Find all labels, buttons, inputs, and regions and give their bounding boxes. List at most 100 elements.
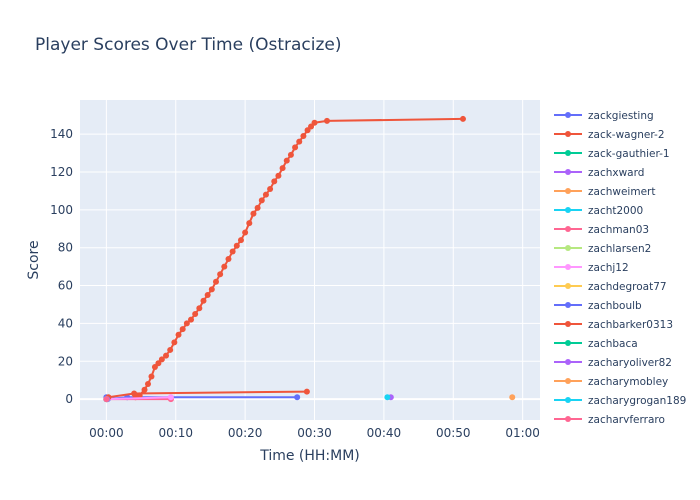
data-point xyxy=(242,229,249,236)
legend-item[interactable]: zack-wagner-2 xyxy=(554,129,665,141)
y-tick-label: 100 xyxy=(50,203,73,217)
legend-item[interactable]: zacharygrogan189 xyxy=(554,395,686,407)
legend-label: zachweimert xyxy=(588,186,655,198)
legend-marker-swatch xyxy=(565,188,571,194)
data-point xyxy=(304,127,311,134)
legend-marker-swatch xyxy=(565,378,571,384)
data-point xyxy=(167,394,174,401)
x-tick-label: 00:50 xyxy=(436,426,471,440)
x-tick-label: 00:00 xyxy=(89,426,124,440)
data-point xyxy=(279,165,286,172)
legend-item[interactable]: zacht2000 xyxy=(554,205,643,217)
legend-item[interactable]: zachboulb xyxy=(554,300,642,312)
legend-marker-swatch xyxy=(565,321,571,327)
y-tick-label: 0 xyxy=(65,392,73,406)
data-point xyxy=(144,381,151,388)
legend-label: zachboulb xyxy=(588,300,642,312)
legend-marker-swatch xyxy=(565,397,571,403)
legend-marker-swatch xyxy=(565,150,571,156)
data-point xyxy=(141,386,148,393)
legend-label: zachman03 xyxy=(588,224,649,236)
data-point xyxy=(103,396,110,403)
legend-item[interactable]: zack-gauthier-1 xyxy=(554,148,670,160)
series-zacht2000 xyxy=(384,394,391,401)
data-point xyxy=(221,263,228,270)
legend-marker-swatch xyxy=(565,226,571,232)
legend-label: zack-wagner-2 xyxy=(588,129,665,141)
data-point xyxy=(287,151,294,158)
data-point xyxy=(192,310,199,317)
legend-marker-swatch xyxy=(565,207,571,213)
series-zachweimert xyxy=(509,394,516,401)
data-point xyxy=(294,394,301,401)
data-point xyxy=(167,346,174,353)
data-point xyxy=(254,204,261,211)
legend-item[interactable]: zacharymobley xyxy=(554,376,668,388)
data-point xyxy=(204,292,211,299)
data-point xyxy=(262,191,269,198)
data-point xyxy=(131,390,138,397)
data-point xyxy=(208,286,215,293)
data-point xyxy=(229,248,236,255)
legend-label: zachdegroat77 xyxy=(588,281,667,293)
legend-marker-swatch xyxy=(565,302,571,308)
data-point xyxy=(303,388,310,395)
legend-item[interactable]: zachman03 xyxy=(554,224,649,236)
data-point xyxy=(212,278,219,285)
legend-label: zacharymobley xyxy=(588,376,668,388)
legend-item[interactable]: zacharyferraro xyxy=(554,414,665,426)
legend-item[interactable]: zachdegroat77 xyxy=(554,281,667,293)
legend-label: zackgiesting xyxy=(588,110,654,122)
legend-item[interactable]: zacharyoliver82 xyxy=(554,357,672,369)
data-point xyxy=(283,157,290,164)
x-tick-label: 00:40 xyxy=(367,426,402,440)
legend[interactable]: zackgiesting zack-wagner-2 zack-gauthier-1… xyxy=(554,110,686,426)
y-tick-label: 20 xyxy=(58,354,73,368)
data-point xyxy=(459,115,466,122)
legend-label: zachxward xyxy=(588,167,644,179)
legend-item[interactable]: zachlarsen2 xyxy=(554,243,651,255)
legend-item[interactable]: zachj12 xyxy=(554,262,629,274)
series-zacharyferraro xyxy=(103,396,110,403)
data-point xyxy=(155,360,162,367)
data-point xyxy=(225,256,232,263)
series-zack-wagner-2 xyxy=(132,115,466,401)
legend-marker-swatch xyxy=(565,283,571,289)
legend-item[interactable]: zachbarker0313 xyxy=(554,319,673,331)
data-point xyxy=(179,326,186,333)
data-point xyxy=(158,356,165,363)
plot-area xyxy=(80,100,540,420)
y-tick-label: 60 xyxy=(58,279,73,293)
data-point xyxy=(271,178,278,185)
grid-lines xyxy=(80,100,540,420)
legend-label: zacharygrogan189 xyxy=(588,395,686,407)
y-axis-ticks: 0 20 40 60 80 100 120 140 xyxy=(50,127,73,406)
data-point xyxy=(171,339,178,346)
data-point xyxy=(267,185,274,192)
data-point xyxy=(200,297,207,304)
data-point xyxy=(183,320,190,327)
x-tick-label: 00:20 xyxy=(228,426,263,440)
y-tick-label: 80 xyxy=(58,241,73,255)
legend-label: zachbarker0313 xyxy=(588,319,673,331)
y-tick-label: 40 xyxy=(58,316,73,330)
data-point xyxy=(323,117,330,124)
data-point xyxy=(175,331,182,338)
legend-item[interactable]: zachxward xyxy=(554,167,644,179)
x-tick-label: 00:30 xyxy=(297,426,332,440)
chart-title: Player Scores Over Time (Ostracize) xyxy=(35,35,342,55)
legend-item[interactable]: zachweimert xyxy=(554,186,655,198)
data-point xyxy=(196,305,203,312)
series-layer xyxy=(103,115,516,403)
y-tick-label: 120 xyxy=(50,165,73,179)
legend-item[interactable]: zackgiesting xyxy=(554,110,654,122)
data-point xyxy=(296,138,303,145)
data-point xyxy=(163,352,170,359)
legend-item[interactable]: zachbaca xyxy=(554,338,638,350)
legend-label: zacharyferraro xyxy=(588,414,665,426)
legend-label: zachbaca xyxy=(588,338,638,350)
legend-marker-swatch xyxy=(565,169,571,175)
data-point xyxy=(308,123,315,130)
data-point xyxy=(384,394,391,401)
